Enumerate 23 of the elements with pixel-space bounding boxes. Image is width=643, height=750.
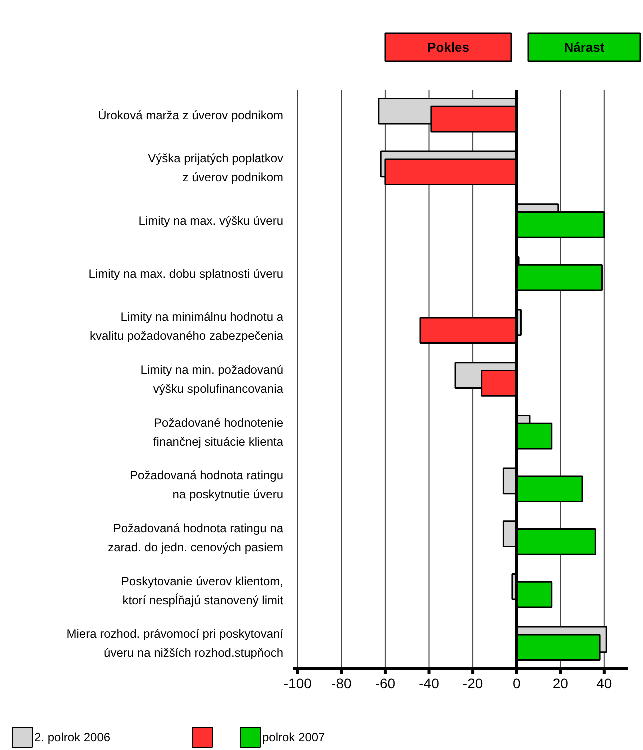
- x-tick-label: -20: [462, 676, 484, 692]
- y-tick-label: Limity na min. požadovanú výšku spolufinancovania: [140, 363, 284, 396]
- y-tick-label: Požadované hodnotenie finančnej situácie klienta: [153, 416, 284, 449]
- legend-label: polrok 2007: [262, 730, 326, 744]
- y-tick-label: Požadovaná hodnota ratingu na poskytnutie úveru: [130, 468, 284, 502]
- x-tick-label: -100: [284, 676, 312, 692]
- y-tick-label: Poskytovanie úverov klientom, ktorí nespĺňajú stanovený limit: [121, 574, 284, 608]
- x-tick-label: -60: [375, 676, 396, 692]
- y-tick-label: Úroková marža z úverov podnikom: [98, 108, 284, 122]
- y-tick-label: Limity na max. výšku úveru: [138, 214, 284, 228]
- x-tick-label: -40: [419, 676, 440, 692]
- legend-label: 2. polrok 2006: [34, 730, 111, 744]
- text: Pokles: [428, 40, 470, 55]
- y-tick-label: Výška prijatých poplatkov z úverov podnikom: [148, 152, 284, 185]
- x-tick-label: -80: [332, 676, 352, 692]
- x-tick-label: 0: [512, 676, 521, 692]
- y-tick-label: Požadovaná hodnota ratingu na zarad. do jedn. cenových pasiem: [108, 522, 284, 554]
- y-tick-label: Miera rozhod. právomocí pri poskytovaní úveru na nižších rozhod.stupňoch: [66, 627, 284, 660]
- y-tick-label: Limity na minimálnu hodnotu a kvalitu požadovaného zabezpečenia: [90, 310, 284, 344]
- text: Nárast: [564, 40, 606, 55]
- x-tick-label: 40: [596, 676, 612, 692]
- y-tick-label: Limity na max. dobu splatnosti úveru: [88, 266, 284, 281]
- x-tick-label: 20: [552, 676, 569, 692]
